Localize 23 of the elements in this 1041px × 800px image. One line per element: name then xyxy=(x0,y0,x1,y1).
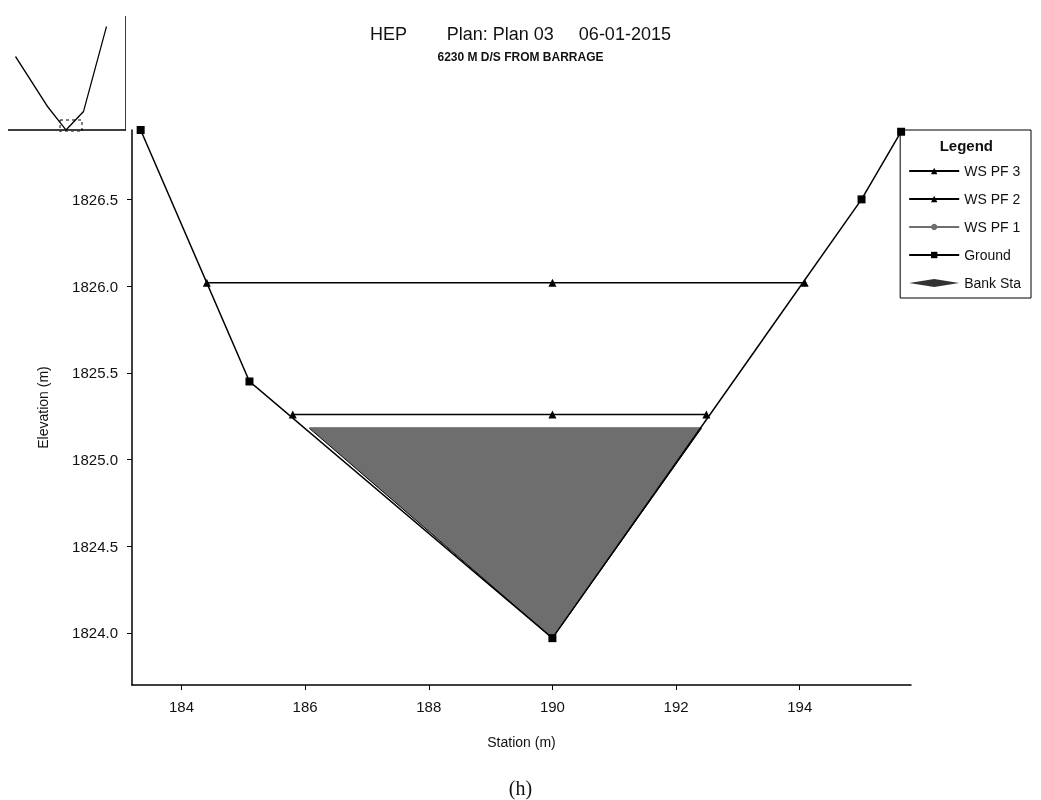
legend-label: Ground xyxy=(964,247,1011,263)
legend-label: WS PF 1 xyxy=(964,219,1021,235)
x-tick-label: 194 xyxy=(787,698,813,715)
y-tick-label: 1824.0 xyxy=(72,624,118,642)
x-tick-label: 186 xyxy=(292,698,318,715)
chart-title: HEP Plan: Plan 03 06-01-2015 xyxy=(370,24,671,44)
y-tick-label: 1825.0 xyxy=(72,451,118,469)
y-tick-label: 1824.5 xyxy=(72,537,118,555)
x-tick-label: 192 xyxy=(663,698,689,715)
text: (h) xyxy=(508,777,533,800)
x-tick-label: 184 xyxy=(168,698,194,715)
y-tick-label: 1825.5 xyxy=(72,364,118,382)
x-axis-title: Station (m) xyxy=(487,734,556,750)
x-tick-label: 190 xyxy=(539,698,565,715)
legend-label: WS PF 2 xyxy=(964,191,1021,207)
x-tick-label: 188 xyxy=(416,698,442,715)
chart-subtitle: 6230 M D/S FROM BARRAGE xyxy=(437,50,604,64)
legend-title: Legend xyxy=(939,137,994,154)
y-tick-label: 1826.5 xyxy=(72,190,118,208)
y-tick-label: 1826.0 xyxy=(72,277,118,295)
legend-label: WS PF 3 xyxy=(964,163,1021,179)
legend-label: Bank Sta xyxy=(964,275,1022,291)
y-axis-title: Elevation (m) xyxy=(35,366,51,449)
